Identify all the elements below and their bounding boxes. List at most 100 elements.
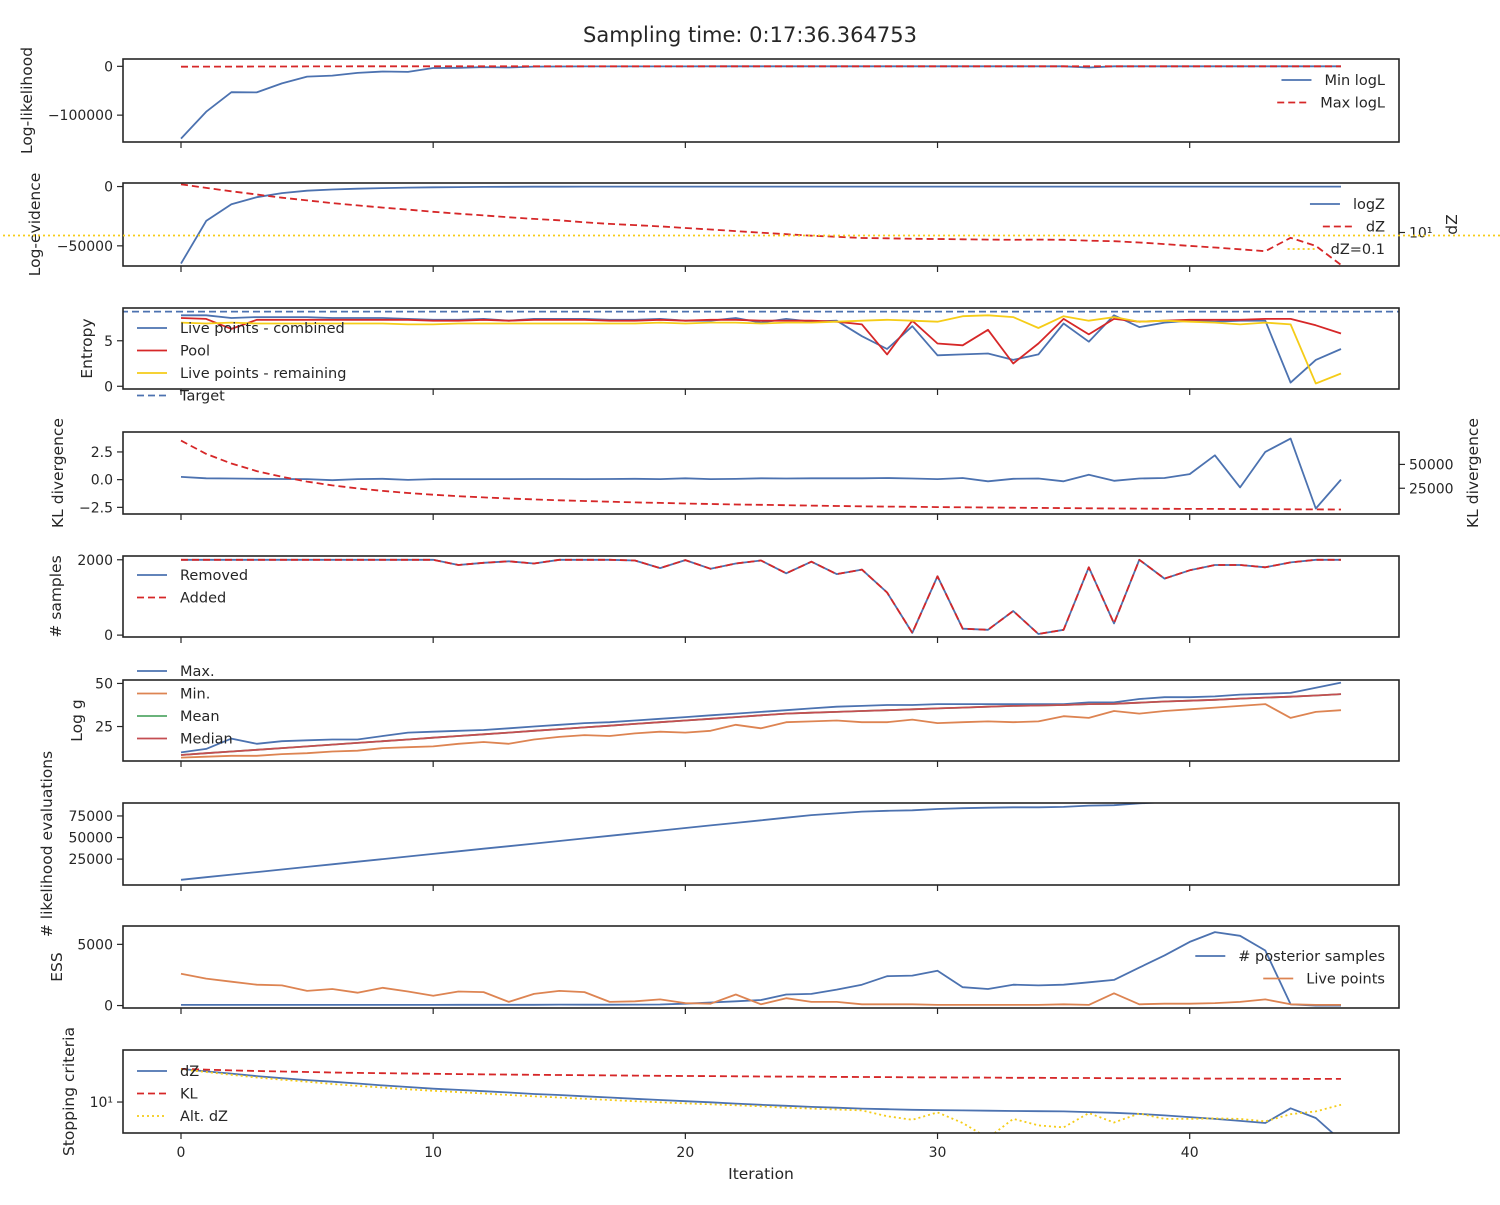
axes-frame xyxy=(123,432,1399,514)
x-axis-label: Iteration xyxy=(728,1165,794,1183)
y-axis-label: KL divergence xyxy=(49,418,67,528)
y-tick-label: 0.0 xyxy=(91,473,113,489)
series-line-logz xyxy=(181,187,1341,264)
subplot-nlike: 25000 50000 75000 # likelihood evaluations xyxy=(38,751,1399,937)
axes-frame xyxy=(123,680,1399,761)
legend-label: Live points xyxy=(1306,972,1385,988)
legend-label: KL xyxy=(180,1087,198,1103)
legend-label: Mean xyxy=(180,709,220,725)
series-line-live-points-remaining xyxy=(181,315,1341,383)
axes-frame xyxy=(123,926,1399,1008)
series-line-median xyxy=(181,694,1341,755)
subplots: 0 −100000 Log-likelihood Min logL Max logL 0 −… xyxy=(0,47,1500,1161)
y-tick-label: 0 xyxy=(104,180,113,196)
subplot-kl: 2.5 0.0 −2.5 25000 50000 KL divergence KL dive… xyxy=(49,418,1482,528)
legend-label: # posterior samples xyxy=(1238,949,1385,965)
right-y-tick-label: 10¹ xyxy=(1409,226,1432,242)
series-line-dz xyxy=(181,1069,1341,1141)
legend: dZ KL Alt. dZ xyxy=(137,1064,228,1125)
right-y-tick-label: 50000 xyxy=(1409,457,1454,473)
series-line-kl-divergence xyxy=(181,439,1341,509)
legend: Min logL Max logL xyxy=(1277,73,1385,112)
legend-label: Max logL xyxy=(1320,96,1385,112)
y-tick-label: 2000 xyxy=(77,553,113,569)
legend-label: Min logL xyxy=(1324,73,1385,89)
series-line-kl xyxy=(181,1069,1341,1079)
legend-label: Added xyxy=(180,591,226,607)
y-tick-label: −50000 xyxy=(57,239,113,255)
right-y-axis-label: KL divergence xyxy=(1464,418,1482,528)
y-tick-label: 25 xyxy=(95,720,113,736)
y-tick-label: 10¹ xyxy=(90,1095,113,1111)
y-axis-label: Stopping criteria xyxy=(60,1027,78,1156)
y-tick-label: 0 xyxy=(104,59,113,75)
y-tick-label: 50000 xyxy=(68,831,113,847)
x-tick-label: 0 xyxy=(177,1145,186,1161)
subplot-nsamples: 0 2000 # samples xyxy=(47,553,1399,644)
y-axis-label: Entropy xyxy=(78,318,96,378)
y-tick-label: 0 xyxy=(104,379,113,395)
legend: Removed Added xyxy=(137,568,248,607)
legend-label: Min. xyxy=(180,687,210,703)
series-line-max xyxy=(181,683,1341,753)
y-axis-label: ESS xyxy=(48,952,66,981)
y-tick-label: −2.5 xyxy=(79,500,113,516)
axes-frame xyxy=(123,59,1399,142)
series-line-dz xyxy=(181,184,1341,265)
legend-label: Alt. dZ xyxy=(180,1109,228,1125)
legend-label: logZ xyxy=(1353,197,1385,213)
y-tick-label: 5 xyxy=(104,334,113,350)
legend-label: dZ xyxy=(1366,220,1385,236)
y-axis-label: # likelihood evaluations xyxy=(38,751,56,937)
series-line-kl xyxy=(181,441,1341,510)
y-tick-label: 0 xyxy=(104,999,113,1015)
legend-label: Target xyxy=(179,389,225,405)
subplot-logg: 25 50 Log g xyxy=(68,676,1399,767)
x-tick-label: 10 xyxy=(424,1145,442,1161)
legend-label: dZ xyxy=(180,1064,199,1080)
axes-frame xyxy=(123,183,1399,266)
legend-label: Median xyxy=(180,732,233,748)
subplot-ess: 0 5000 ESS xyxy=(48,926,1399,1015)
legend: Live points - combined Pool Live points - … xyxy=(137,321,346,405)
y-tick-label: −100000 xyxy=(48,108,113,124)
y-tick-label: 2.5 xyxy=(91,445,113,461)
series-line-alt-dz xyxy=(181,1069,1341,1138)
y-axis-label: Log-evidence xyxy=(26,173,44,277)
axes-frame xyxy=(123,556,1399,637)
legend-label: Max. xyxy=(180,664,215,680)
axes-frame xyxy=(123,1050,1399,1133)
series-line-posterior-samples xyxy=(181,932,1341,1006)
right-y-axis-label: dZ xyxy=(1443,214,1461,234)
x-tick-label: 30 xyxy=(929,1145,947,1161)
y-tick-label: 25000 xyxy=(68,852,113,868)
legend: Max. Min. Mean Median xyxy=(137,664,233,748)
legend: # posterior samples Live points xyxy=(1195,949,1385,988)
axes-frame xyxy=(123,803,1399,885)
legend-label: Pool xyxy=(180,344,210,360)
y-axis-label: # samples xyxy=(47,555,65,637)
subplot-loglike: 0 −100000 Log-likelihood xyxy=(18,47,1399,154)
y-axis-label: Log-likelihood xyxy=(18,47,36,154)
series-line-live-points-combined xyxy=(181,315,1341,382)
y-tick-label: 50 xyxy=(95,676,113,692)
subplot-logevidence: 0 −50000 10¹ dZ Log-evidence xyxy=(26,173,1461,277)
x-tick-label: 40 xyxy=(1181,1145,1199,1161)
y-tick-label: 5000 xyxy=(77,937,113,953)
series-line-removed xyxy=(181,560,1341,634)
right-y-tick-label: 25000 xyxy=(1409,481,1454,497)
y-tick-label: 0 xyxy=(104,628,113,644)
series-line-added xyxy=(181,560,1341,634)
legend-label: dZ=0.1 xyxy=(1331,242,1385,258)
legend: logZ dZ dZ=0.1 xyxy=(1288,197,1385,258)
legend-label: Live points - remaining xyxy=(180,366,346,382)
series-line-min-logl xyxy=(181,66,1341,138)
y-axis-label: Log g xyxy=(68,699,86,741)
legend-label: Live points - combined xyxy=(180,321,345,337)
series-line-mean xyxy=(181,694,1341,755)
subplot-stopping: 10¹ 0 10 20 30 40 Stopping criteria xyxy=(60,1027,1399,1161)
x-tick-label: 20 xyxy=(676,1145,694,1161)
y-tick-label: 75000 xyxy=(68,809,113,825)
legend-label: Removed xyxy=(180,568,248,584)
